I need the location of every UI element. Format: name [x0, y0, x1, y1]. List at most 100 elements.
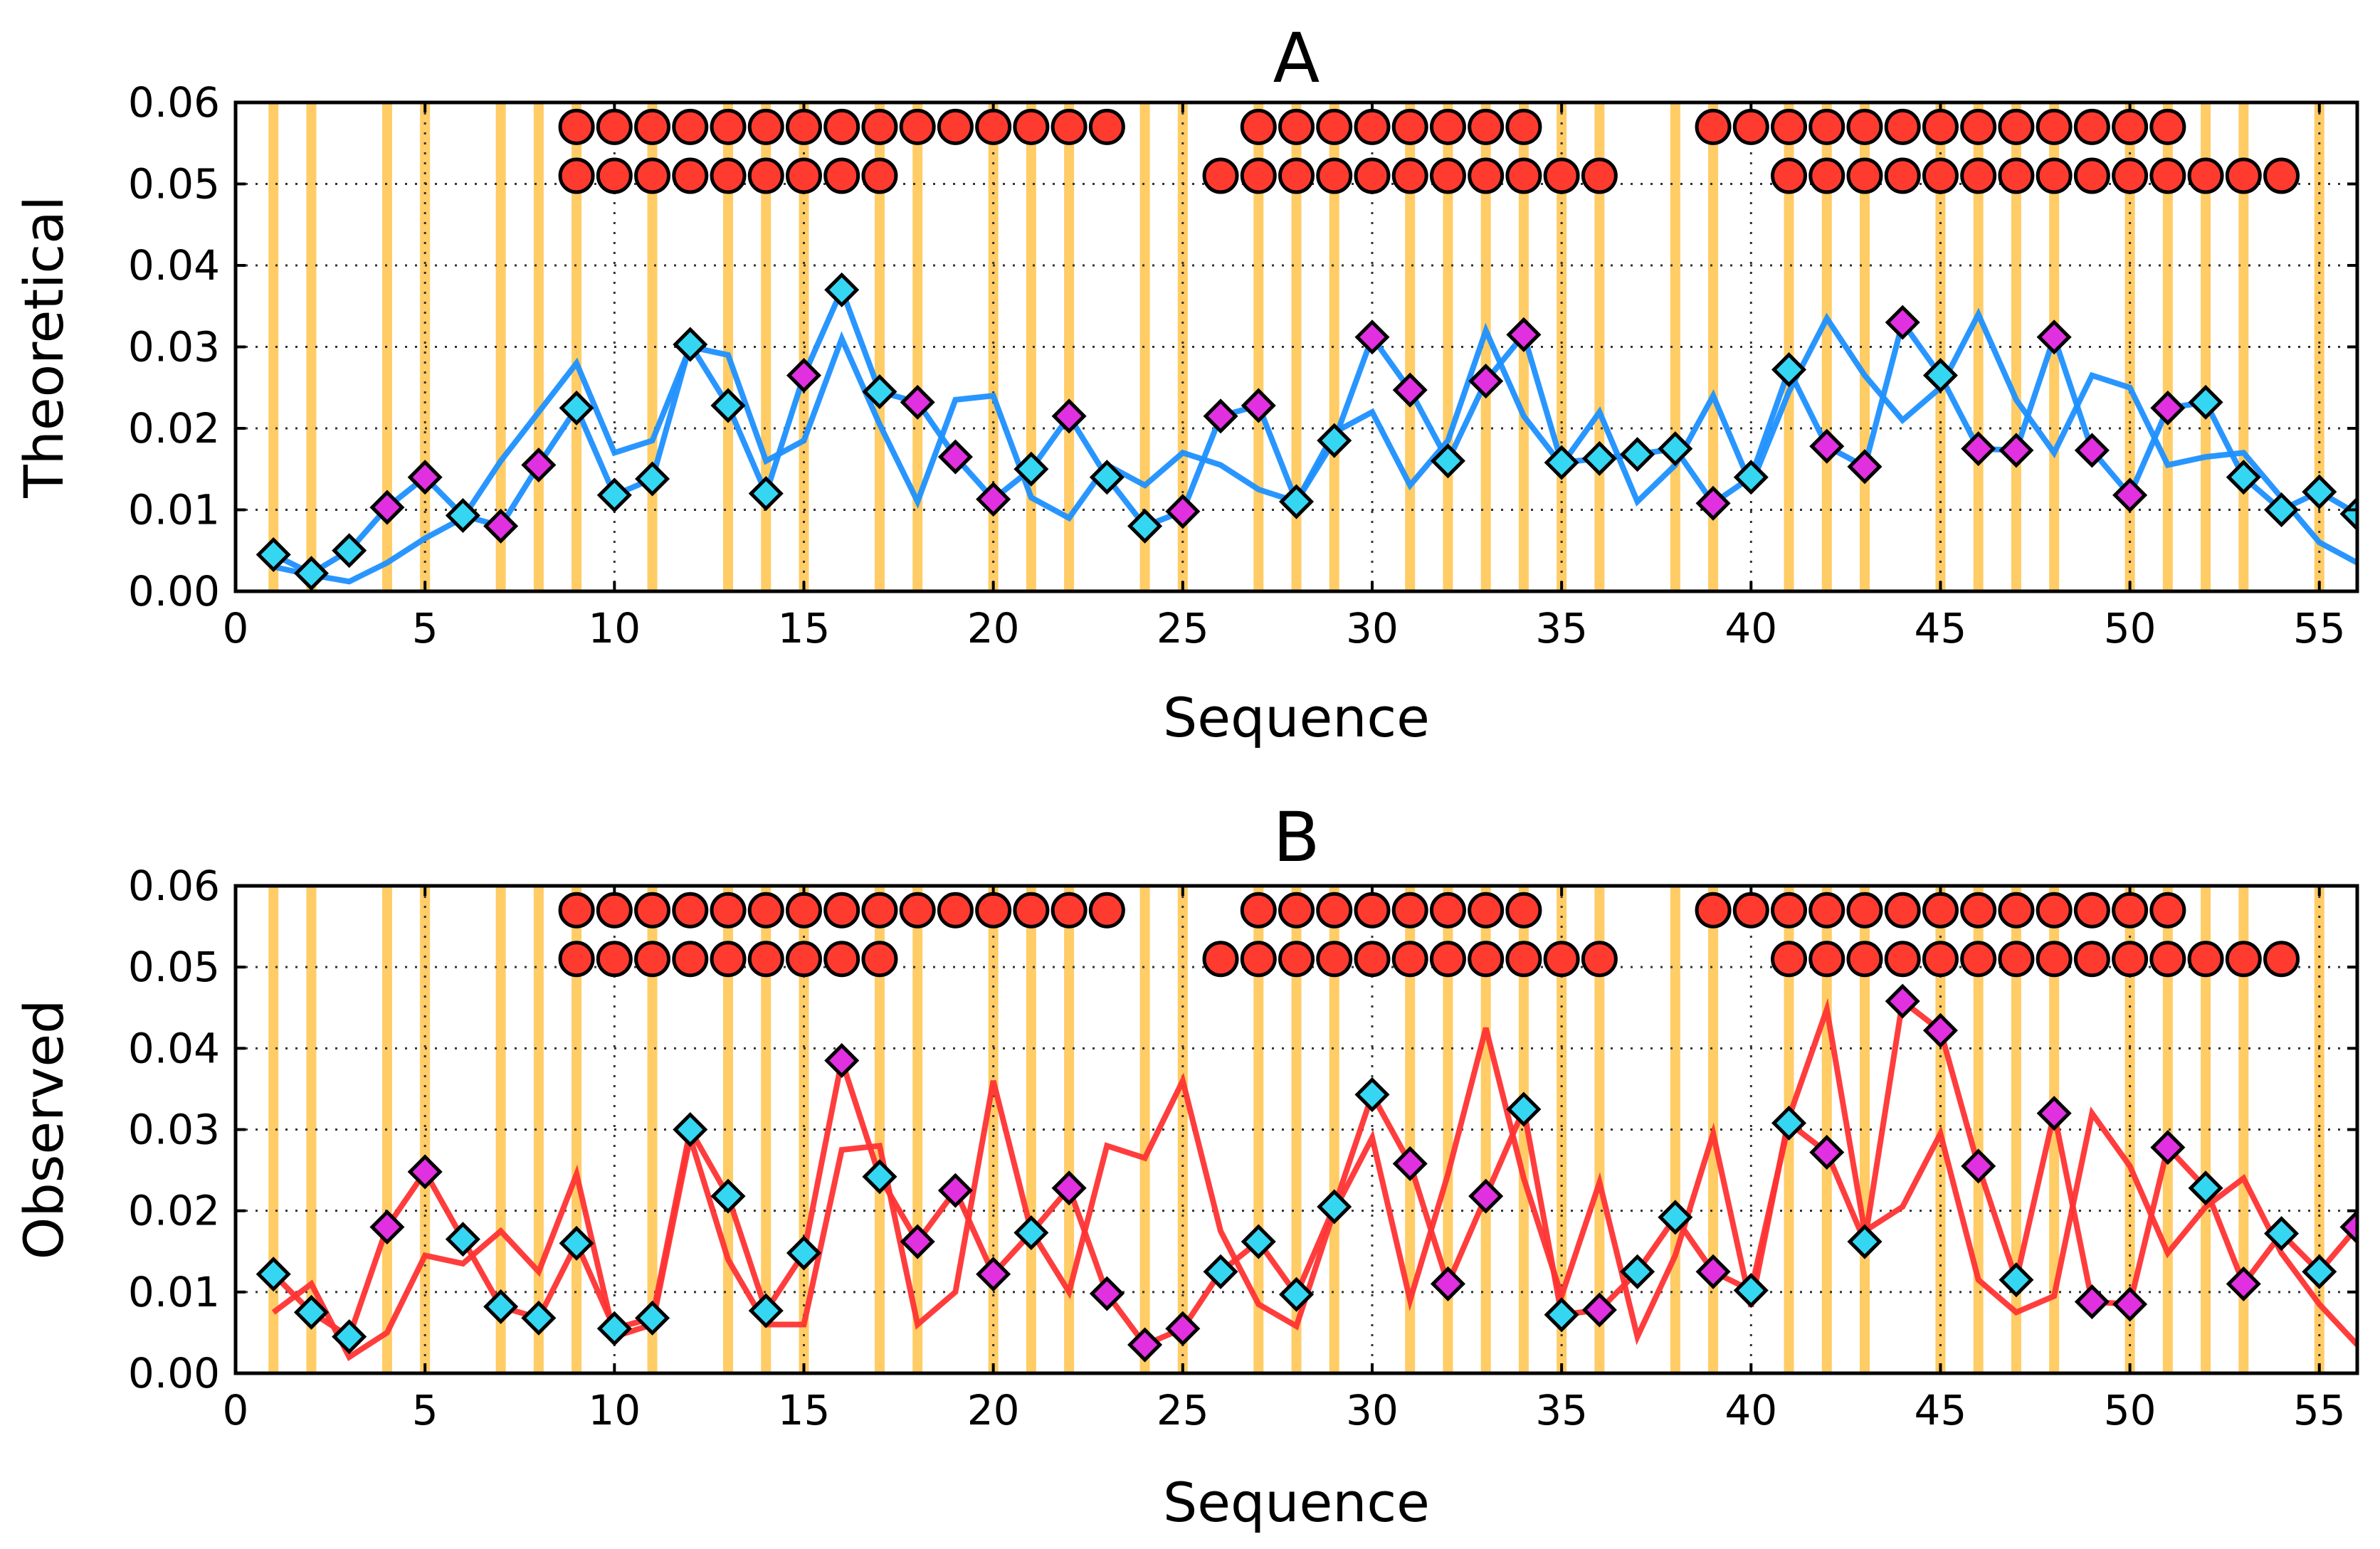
circle-marker-upper: [1051, 108, 1088, 145]
circle-marker-upper: [1391, 108, 1428, 145]
circle-marker-upper: [899, 892, 936, 929]
circle-marker-upper: [1732, 108, 1769, 145]
diamond-marker: [2036, 1096, 2072, 1131]
diamond-marker: [1051, 398, 1087, 434]
circle-marker-lower: [1846, 941, 1883, 978]
diamond-marker: [1203, 398, 1238, 434]
circle-marker-upper: [1240, 892, 1277, 929]
diamond-marker: [824, 272, 860, 307]
circle-marker-upper: [1846, 892, 1883, 929]
circle-marker-lower: [634, 941, 671, 978]
circle-marker-lower: [747, 941, 784, 978]
circle-marker-upper: [2036, 892, 2073, 929]
circle-marker-lower: [1808, 941, 1845, 978]
diamond-marker: [900, 1224, 935, 1259]
diamond-marker: [1392, 372, 1428, 408]
y-tick-label: 0.03: [128, 323, 220, 371]
circle-marker-lower: [2036, 941, 2073, 978]
circle-marker-lower: [2263, 941, 2300, 978]
circle-marker-lower: [2225, 157, 2262, 194]
circle-marker-lower: [596, 157, 633, 194]
circle-marker-upper: [1884, 108, 1921, 145]
circle-marker-lower: [1240, 941, 1277, 978]
circle-marker-lower: [1391, 157, 1428, 194]
circle-marker-upper: [1808, 892, 1845, 929]
circle-marker-upper: [1808, 108, 1845, 145]
y-tick-label: 0.03: [128, 1106, 220, 1154]
diamond-marker: [1999, 433, 2034, 468]
circle-marker-upper: [1051, 892, 1088, 929]
circle-marker-lower: [2112, 157, 2149, 194]
circle-marker-lower: [823, 941, 860, 978]
diamond-marker: [2074, 433, 2110, 468]
y-tick-label: 0.00: [128, 1349, 220, 1397]
x-tick-label: 25: [1157, 1386, 1209, 1434]
diamond-marker: [1278, 1276, 1315, 1312]
diamond-marker: [2150, 1130, 2186, 1165]
circle-marker-lower: [1468, 941, 1505, 978]
diamond-marker: [673, 1111, 708, 1148]
circle-marker-lower: [558, 941, 595, 978]
x-tick-label: 5: [412, 1386, 438, 1434]
diamond-marker: [635, 1300, 670, 1336]
diamond-marker: [1581, 440, 1617, 476]
circle-marker-upper: [785, 108, 822, 145]
circle-marker-lower: [672, 157, 709, 194]
circle-marker-lower: [1202, 941, 1239, 978]
circle-marker-upper: [2112, 892, 2149, 929]
diamond-marker: [1354, 319, 1390, 355]
x-tick-label: 0: [223, 1386, 249, 1434]
diamond-marker: [559, 1225, 594, 1261]
diamond-marker: [1544, 1297, 1579, 1333]
circle-marker-upper: [823, 108, 860, 145]
diamond-marker: [1961, 431, 1996, 467]
circle-marker-upper: [1922, 108, 1959, 145]
x-axis-label: Sequence: [1163, 686, 1430, 749]
circle-marker-lower: [1391, 941, 1428, 978]
y-tick-label: 0.00: [128, 567, 220, 615]
circle-marker-upper: [747, 108, 784, 145]
x-tick-label: 40: [1725, 1386, 1777, 1434]
diamond-marker: [1430, 1266, 1465, 1301]
circle-marker-lower: [1771, 157, 1808, 194]
diamond-marker: [2112, 1286, 2148, 1322]
diamond-marker: [1658, 1200, 1693, 1235]
circle-marker-upper: [1088, 892, 1125, 929]
circle-marker-lower: [1429, 157, 1466, 194]
diamond-marker: [2302, 1254, 2337, 1289]
circle-marker-upper: [1316, 892, 1353, 929]
circle-marker-upper: [1695, 108, 1732, 145]
circle-marker-lower: [1846, 157, 1883, 194]
diamond-marker: [1089, 460, 1125, 495]
diamond-marker: [1999, 1262, 2034, 1298]
diamond-marker: [1620, 437, 1655, 472]
circle-marker-upper: [1468, 108, 1505, 145]
y-tick-label: 0.02: [128, 1187, 220, 1235]
circle-marker-upper: [975, 108, 1012, 145]
diamond-marker: [1165, 494, 1201, 529]
x-tick-label: 30: [1346, 604, 1399, 652]
panel-a: 0 5 10 15 20 25 30 35 40 45 50 55 0.00 0.01 0.02 0.03 0.…: [12, 18, 2359, 749]
series-line-through-markers: [271, 995, 2357, 1348]
y-tick-label: 0.02: [128, 404, 220, 453]
diamond-marker: [1392, 1146, 1428, 1181]
diamond-marker: [445, 497, 480, 534]
diamond-marker: [710, 388, 746, 423]
circle-marker-lower: [1278, 941, 1315, 978]
diamond-marker: [1127, 508, 1163, 544]
circle-marker-lower: [634, 157, 671, 194]
x-tick-label: 20: [967, 1386, 1020, 1434]
x-axis-label: Sequence: [1163, 1471, 1430, 1534]
circle-marker-upper: [1695, 892, 1732, 929]
circle-marker-lower: [2073, 157, 2110, 194]
circle-marker-lower: [1468, 157, 1505, 194]
diamond-marker: [1317, 1189, 1352, 1225]
diamond-marker: [1203, 1254, 1238, 1289]
y-tick-label: 0.05: [128, 943, 220, 991]
circle-marker-upper: [1240, 108, 1277, 145]
x-tick-label: 10: [588, 1386, 641, 1434]
diamond-marker: [1620, 1254, 1655, 1289]
circle-marker-upper: [1429, 892, 1466, 929]
x-tick-label: 40: [1725, 604, 1777, 652]
diamond-marker: [1013, 1215, 1049, 1251]
